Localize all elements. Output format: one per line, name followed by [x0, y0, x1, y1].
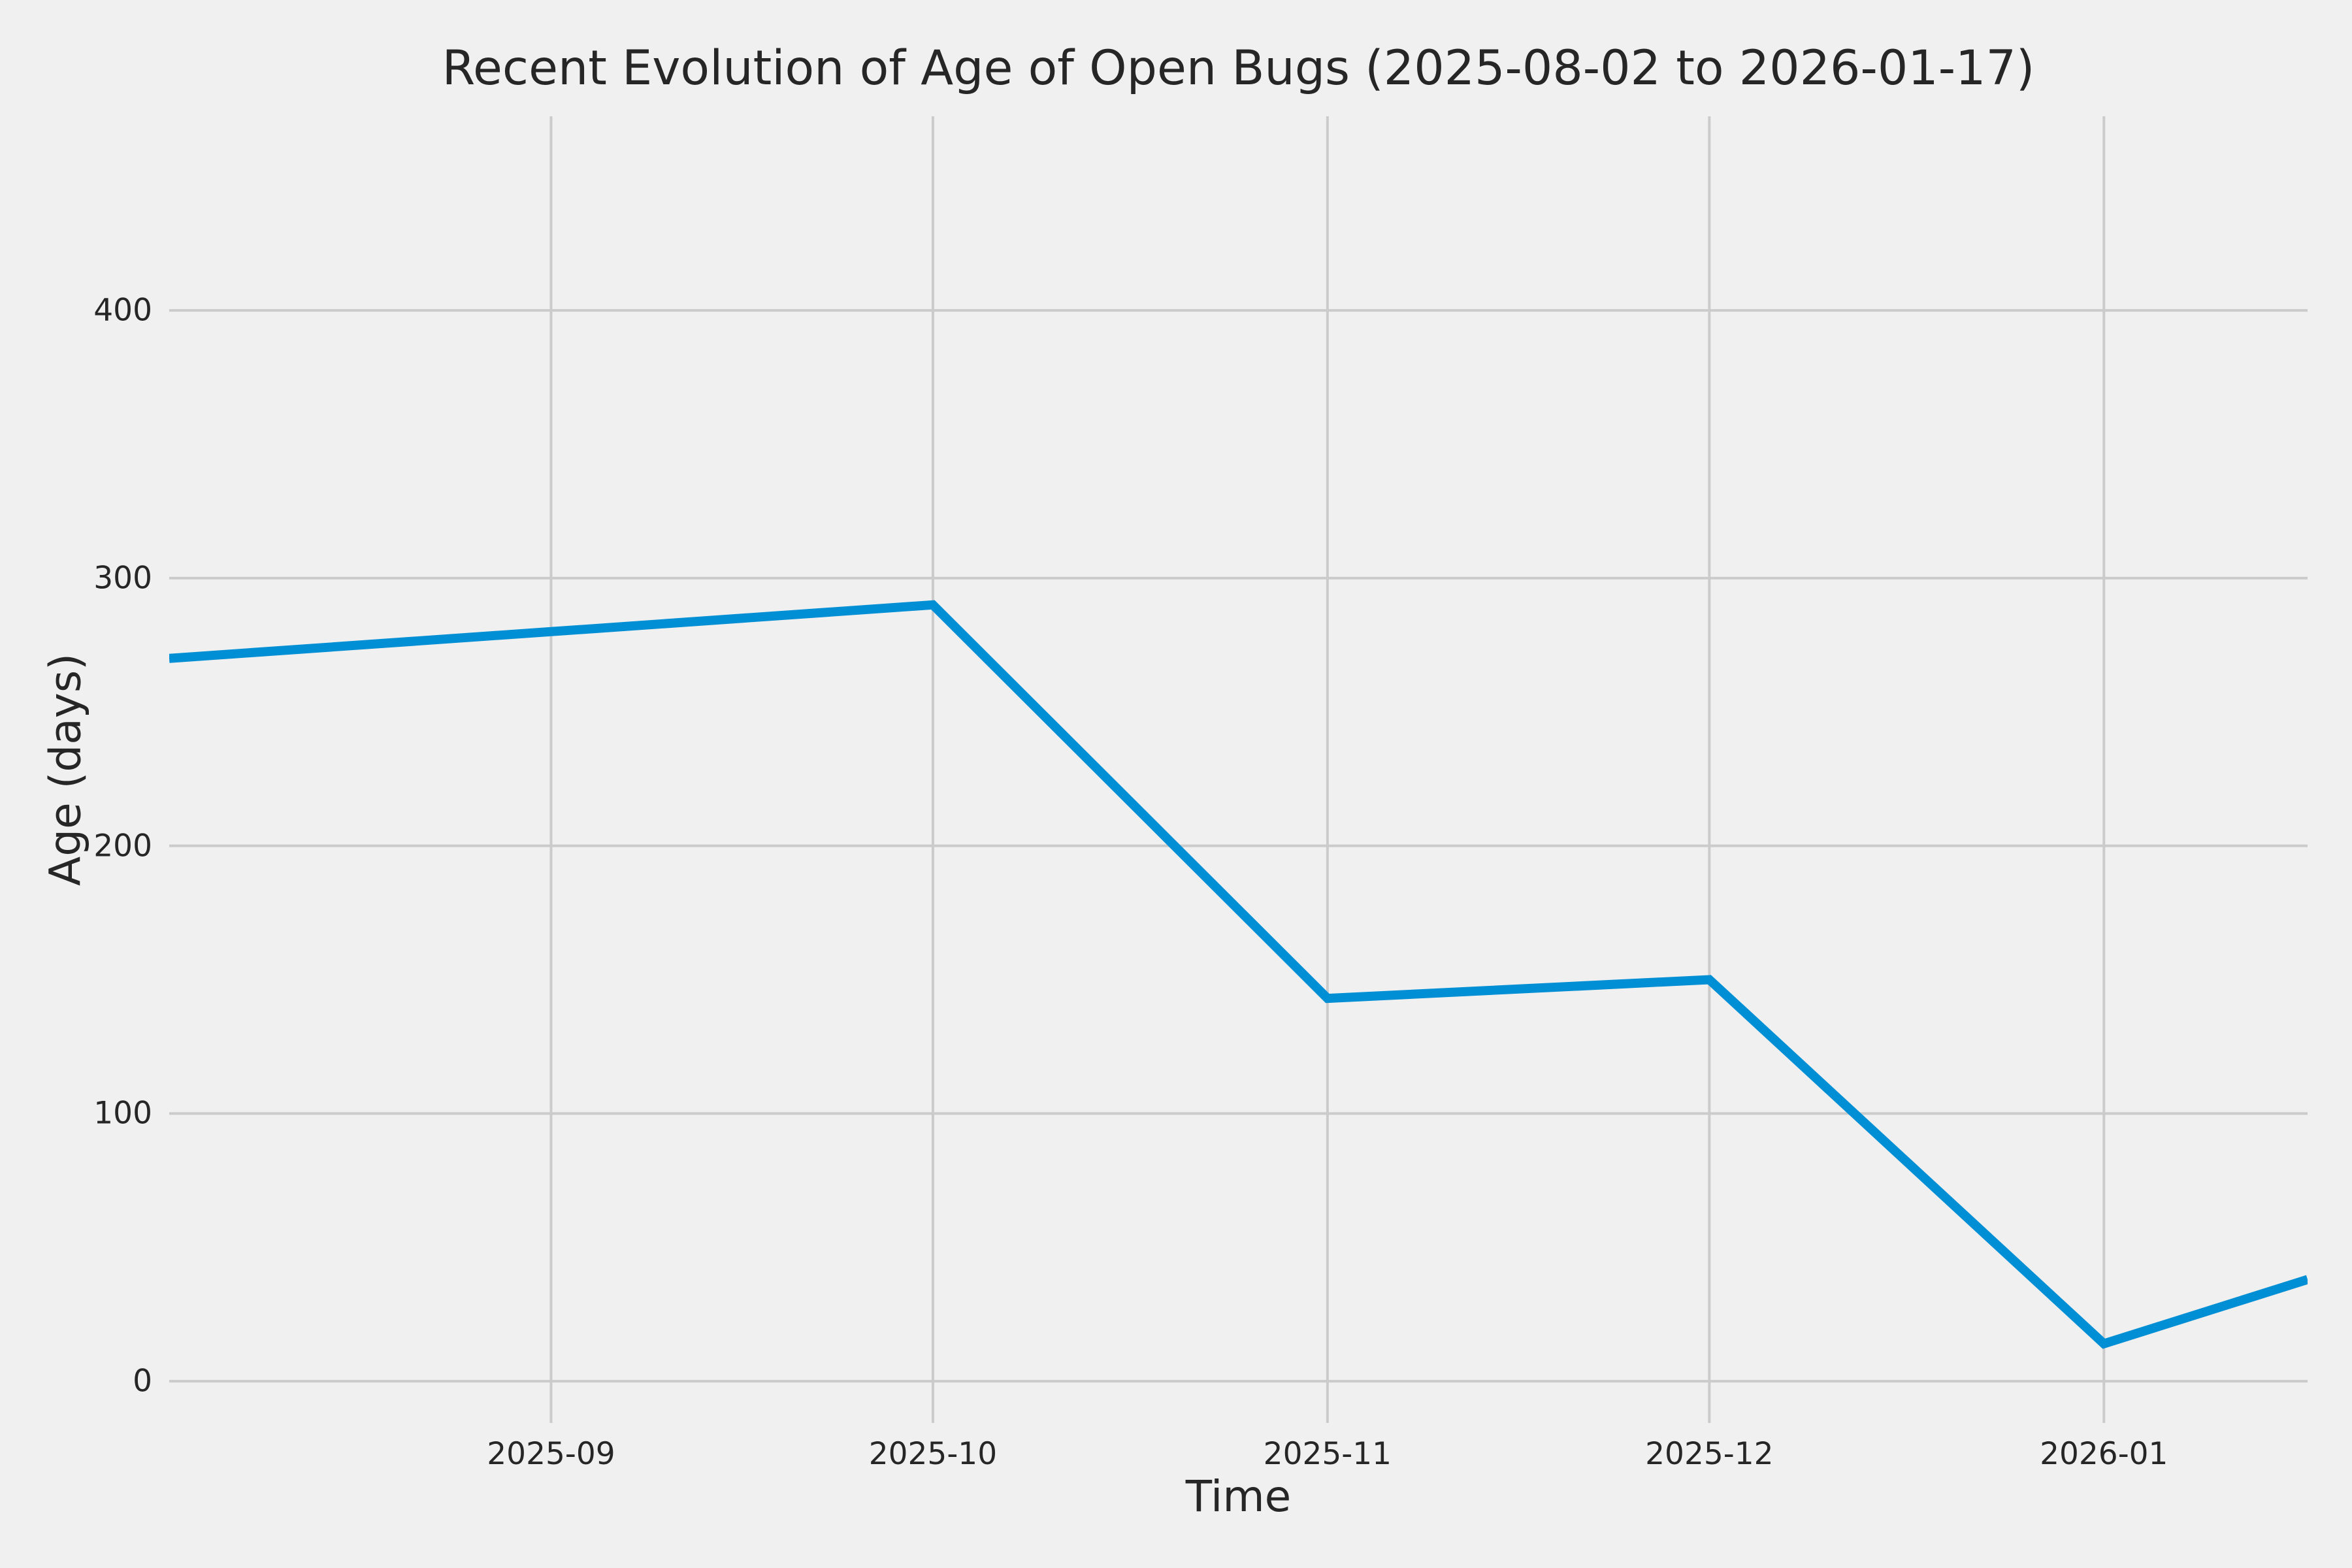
chart-title: Recent Evolution of Age of Open Bugs (20…: [442, 41, 2035, 96]
y-tick-label: 300: [93, 560, 152, 596]
x-tick-label: 2025-12: [1645, 1436, 1774, 1472]
x-tick-label: 2025-10: [868, 1436, 998, 1472]
x-axis-label: Time: [1185, 1471, 1292, 1522]
series-polyline-age-of-open-bugs: [169, 600, 2308, 1349]
x-tick-label: 2025-11: [1263, 1436, 1392, 1472]
y-tick-label: 100: [93, 1095, 152, 1132]
y-tick-label: 400: [93, 292, 152, 329]
plot-area: [169, 116, 2308, 1423]
gridlines: [169, 116, 2308, 1423]
y-tick-label: 0: [133, 1363, 152, 1399]
y-tick-label: 200: [93, 828, 152, 864]
x-tick-label: 2026-01: [2040, 1436, 2168, 1472]
x-tick-label: 2025-09: [487, 1436, 615, 1472]
data-series-line: [169, 600, 2308, 1349]
line-plot-svg: [169, 116, 2308, 1423]
